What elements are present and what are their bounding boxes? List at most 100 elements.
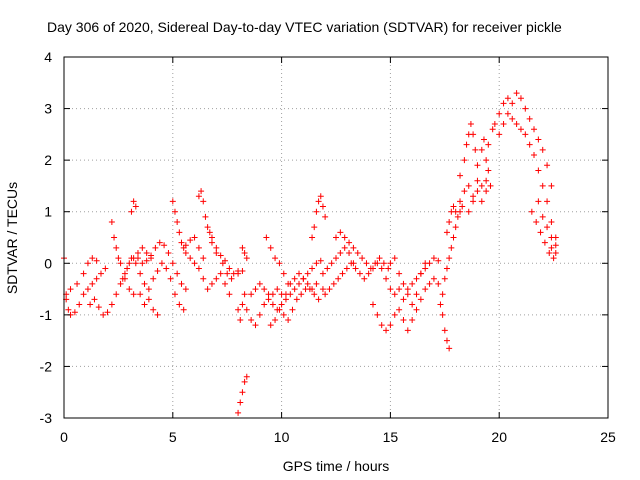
data-point — [291, 286, 298, 293]
data-point — [539, 213, 546, 220]
plot-frame — [63, 56, 609, 419]
data-point — [346, 239, 353, 246]
data-point — [298, 291, 305, 298]
data-point — [333, 255, 339, 262]
data-point — [513, 121, 520, 128]
data-point — [409, 280, 416, 287]
data-point — [528, 208, 535, 215]
data-point — [272, 255, 279, 262]
data-point — [478, 146, 485, 153]
data-point — [548, 219, 555, 226]
data-point — [243, 255, 250, 262]
data-point — [439, 311, 446, 318]
data-point — [126, 260, 133, 267]
data-point — [191, 260, 198, 267]
data-point — [276, 306, 283, 313]
data-point — [243, 306, 250, 313]
y-tick-label: -1 — [40, 307, 53, 323]
data-point — [478, 182, 485, 189]
data-point — [252, 322, 259, 329]
data-point — [509, 100, 516, 107]
data-point — [441, 327, 448, 334]
data-point — [396, 306, 403, 313]
data-point — [378, 322, 385, 329]
data-point — [324, 265, 331, 272]
data-point — [446, 345, 453, 352]
data-point — [400, 280, 407, 287]
data-point — [102, 265, 109, 272]
data-point — [322, 291, 329, 298]
data-point — [472, 146, 479, 153]
y-tick-label: 1 — [44, 204, 52, 220]
data-point — [198, 188, 205, 195]
data-point — [470, 131, 477, 138]
data-point — [417, 270, 424, 277]
x-tick-label: 25 — [600, 429, 616, 445]
x-tick-label: 15 — [383, 429, 399, 445]
data-point — [208, 234, 215, 241]
data-point — [200, 255, 207, 262]
data-point — [176, 301, 183, 308]
data-point — [535, 198, 542, 205]
data-point — [387, 322, 394, 329]
data-point — [430, 255, 437, 262]
data-point — [267, 322, 274, 329]
data-point — [113, 291, 120, 298]
data-point — [176, 229, 183, 236]
data-point — [285, 280, 292, 287]
data-point — [483, 157, 490, 164]
data-point — [330, 280, 337, 287]
data-point — [313, 260, 320, 267]
data-point — [517, 95, 524, 102]
data-point — [457, 172, 464, 179]
data-point — [544, 198, 551, 205]
data-point — [552, 242, 559, 249]
data-point — [315, 198, 322, 205]
data-point — [552, 249, 559, 256]
data-point — [256, 311, 263, 318]
data-point — [465, 182, 472, 189]
data-point — [369, 301, 376, 308]
data-point — [178, 239, 185, 246]
data-point — [195, 193, 202, 200]
data-point — [241, 291, 248, 298]
data-point — [500, 100, 507, 107]
data-point — [446, 219, 453, 226]
data-point — [150, 275, 157, 282]
data-point — [265, 291, 272, 298]
data-point — [237, 399, 244, 406]
data-point — [304, 280, 311, 287]
data-point — [182, 286, 189, 293]
data-point — [504, 95, 511, 102]
data-point — [365, 270, 372, 277]
data-point — [130, 291, 137, 298]
data-point — [417, 296, 424, 303]
data-point — [217, 270, 224, 277]
data-point — [459, 203, 466, 210]
data-point — [435, 280, 442, 287]
data-point — [280, 311, 287, 318]
y-axis-ticks: -3 -2 -1 0 1 2 3 4 — [40, 49, 608, 426]
data-point — [439, 291, 446, 298]
data-point — [139, 260, 146, 267]
data-point — [187, 237, 194, 244]
data-point — [400, 317, 407, 324]
data-point — [467, 121, 474, 128]
data-point — [548, 182, 555, 189]
data-point — [485, 141, 492, 148]
data-point — [352, 265, 359, 272]
data-point — [374, 260, 381, 267]
data-point — [97, 270, 104, 277]
data-point — [208, 239, 215, 246]
data-point — [248, 317, 255, 324]
data-point — [409, 301, 416, 308]
data-point — [195, 265, 202, 272]
data-point — [544, 162, 551, 169]
data-point — [272, 317, 279, 324]
data-point — [378, 265, 385, 272]
data-point — [124, 265, 131, 272]
data-point — [446, 255, 453, 262]
data-point — [509, 115, 516, 122]
data-point — [483, 188, 490, 195]
